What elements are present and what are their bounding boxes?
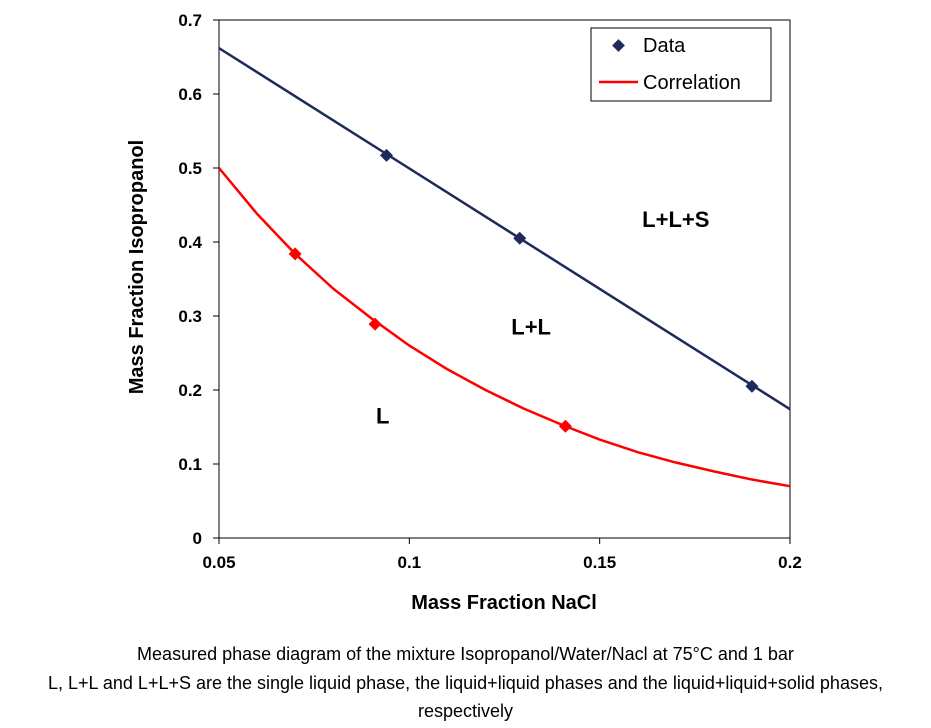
data-point-marker — [745, 379, 759, 393]
data-point-marker — [379, 148, 393, 162]
y-tick-label: 0.5 — [178, 159, 202, 178]
y-axis-ticks: 0 0.1 0.2 0.3 0.4 0.5 0.6 0.7 — [178, 11, 219, 548]
x-tick-label: 0.15 — [583, 553, 616, 572]
legend-correlation-label: Correlation — [643, 72, 741, 94]
figure-caption-line-3: respectively — [417, 701, 514, 721]
legend-data-label: Data — [643, 35, 686, 57]
legend-box — [590, 27, 772, 102]
data-point-marker — [513, 231, 527, 245]
region-label: L+L+S — [642, 207, 709, 232]
x-tick-label: 0.05 — [202, 553, 235, 572]
x-axis-title: Mass Fraction NaCl — [411, 592, 597, 614]
y-axis-title: Mass Fraction Isopropanol — [126, 140, 148, 394]
series-line — [218, 47, 791, 411]
figure-caption-line-1: Measured phase diagram of the mixture Is… — [137, 644, 794, 664]
data-point-marker — [368, 317, 382, 331]
y-tick-label: 0.7 — [178, 11, 202, 30]
region-label: L — [376, 403, 389, 428]
series-layer — [218, 47, 791, 488]
legend: Data Correlation — [590, 27, 772, 102]
figure-caption-line-2: L, L+L and L+L+S are the single liquid p… — [48, 673, 883, 693]
x-axis-ticks: 0.05 0.1 0.15 0.2 — [202, 538, 802, 572]
y-tick-label: 0.2 — [178, 381, 202, 400]
y-tick-label: 0.3 — [178, 307, 202, 326]
y-tick-label: 0 — [193, 529, 202, 548]
y-tick-label: 0.4 — [178, 233, 202, 252]
data-point-marker — [558, 419, 572, 433]
series-line — [218, 167, 791, 488]
region-labels: L L+L L+L+S — [376, 207, 709, 428]
plot-area — [218, 19, 791, 539]
phase-diagram-chart: 0.05 0.1 0.15 0.2 00.10.20.30.40.50.60.7 LL… — [126, 11, 802, 614]
region-label: L+L — [511, 315, 551, 340]
x-tick-label: 0.2 — [778, 553, 802, 572]
y-tick-label: 0.6 — [178, 85, 202, 104]
data-point-marker — [288, 247, 302, 261]
y-tick-label: 0.1 — [178, 455, 202, 474]
x-tick-label: 0.1 — [398, 553, 422, 572]
